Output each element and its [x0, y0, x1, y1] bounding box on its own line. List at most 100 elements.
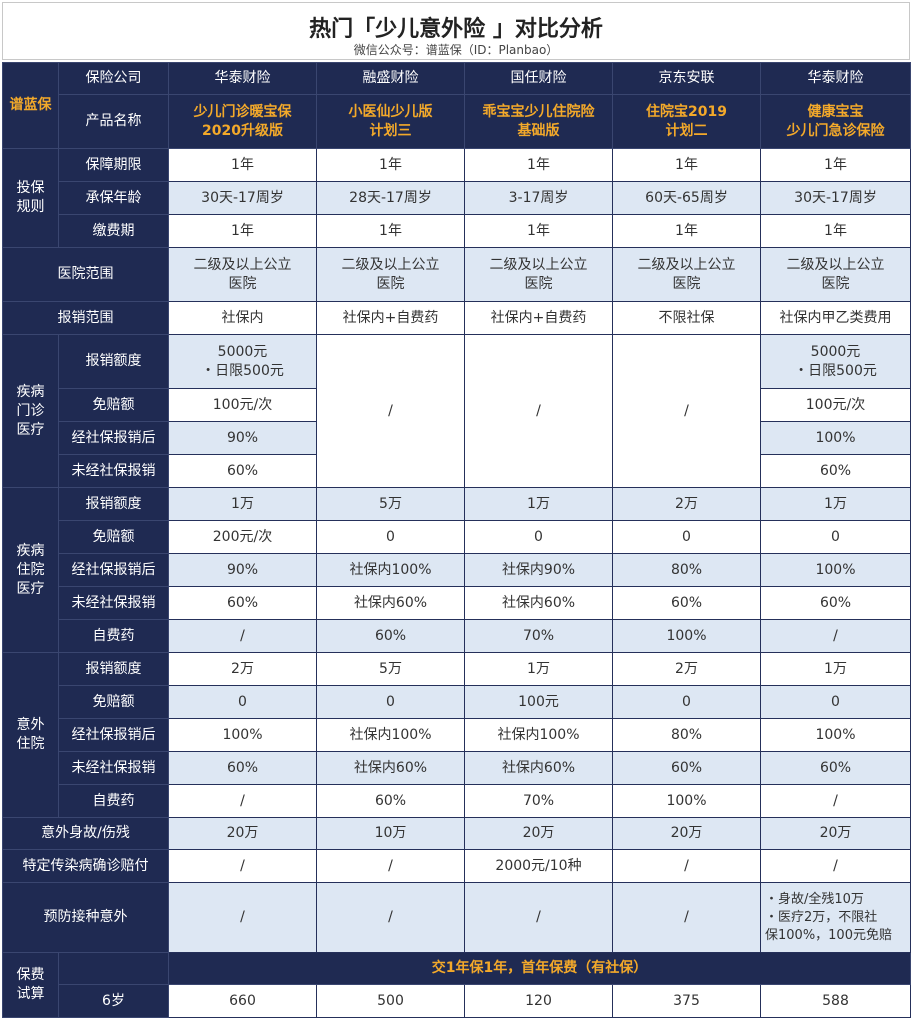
product-name: 小医仙少儿版 计划三 [316, 94, 465, 149]
cell: 2万 [612, 652, 761, 686]
company-name: 华泰财险 [760, 62, 911, 95]
cell: 20万 [464, 817, 613, 850]
cell: 120 [464, 984, 613, 1018]
cell: 5万 [316, 652, 465, 686]
table-row: 自费药 / 60% 70% 100% / [3, 784, 911, 818]
row-label: 经社保报销后 [58, 718, 169, 752]
row-label: 保障期限 [58, 148, 169, 182]
cell: 100元/次 [168, 388, 317, 422]
cell: 1万 [760, 652, 911, 686]
table-row: 经社保报销后 90% 社保内100% 社保内90% 80% 100% [3, 553, 911, 587]
row-label: 未经社保报销 [58, 454, 169, 488]
table-row: 缴费期 1年 1年 1年 1年 1年 [3, 214, 911, 248]
table-row: 特定传染病确诊赔付 / / 2000元/10种 / / [2, 849, 911, 883]
cell: 1年 [168, 148, 317, 182]
cell: 80% [612, 718, 761, 752]
cell: 社保内甲乙类费用 [760, 301, 911, 335]
table-row: 免赔额 100元/次 100元/次 [3, 388, 911, 422]
group-label: 保费试算 [2, 952, 59, 1018]
cell: 70% [464, 619, 613, 653]
row-label: 免赔额 [58, 520, 169, 554]
cell: 0 [316, 520, 465, 554]
cell: 100元 [464, 685, 613, 719]
company-name: 国任财险 [464, 62, 613, 95]
product-label: 产品名称 [58, 94, 169, 149]
cell: / [612, 882, 761, 953]
table-row: 未经社保报销 60% 社保内60% 社保内60% 60% 60% [3, 751, 911, 785]
cell: / [316, 334, 465, 488]
cell: / [612, 334, 761, 488]
product-name: 住院宝2019 计划二 [612, 94, 761, 149]
table-row: 免赔额 200元/次 0 0 0 0 [3, 520, 911, 554]
cell: / [168, 882, 317, 953]
row-label: 报销额度 [58, 334, 169, 389]
cell: 1年 [168, 214, 317, 248]
cell: 1年 [612, 148, 761, 182]
cell: 二级及以上公立 医院 [464, 247, 613, 302]
cell: 30天-17周岁 [760, 181, 911, 215]
page-title: 热门「少儿意外险 」对比分析 [309, 17, 603, 42]
company-label: 保险公司 [58, 62, 169, 95]
cell: 1年 [316, 214, 465, 248]
brand-label: 谱蓝保 [2, 62, 59, 149]
company-name: 京东安联 [612, 62, 761, 95]
cell: 60天-65周岁 [612, 181, 761, 215]
page-subtitle: 微信公众号：谱蓝保（ID：Planbao） [353, 43, 559, 57]
cell: 100% [760, 553, 911, 587]
cell: / [316, 849, 465, 883]
product-name: 健康宝宝 少儿门急诊保险 [760, 94, 911, 149]
cell: 200元/次 [168, 520, 317, 554]
table-row: 自费药 / 60% 70% 100% / [3, 619, 911, 653]
row-label: 特定传染病确诊赔付 [2, 849, 169, 883]
cell: 0 [760, 520, 911, 554]
cell: 0 [168, 685, 317, 719]
premium-banner: 交1年保1年，首年保费（有社保） [168, 952, 911, 985]
cell: 社保内60% [316, 586, 465, 620]
cell: / [316, 882, 465, 953]
cell: 0 [760, 685, 911, 719]
cell: 2万 [612, 487, 761, 521]
cell: 60% [760, 454, 911, 488]
cell: 60% [612, 586, 761, 620]
cell: 20万 [612, 817, 761, 850]
cell: 100% [612, 619, 761, 653]
cell: 0 [612, 520, 761, 554]
cell: 100% [612, 784, 761, 818]
table-row: 意外住院 报销额度 2万 5万 1万 2万 1万 [2, 652, 911, 818]
row-label: 自费药 [58, 619, 169, 653]
cell: 社保内100% [316, 718, 465, 752]
table-row: 免赔额 0 0 100元 0 0 [3, 685, 911, 719]
cell: / [760, 784, 911, 818]
company-row: 谱蓝保 保险公司 华泰财险 融盛财险 国任财险 京东安联 华泰财险 [2, 62, 911, 149]
cell: 社保内60% [464, 751, 613, 785]
product-name: 乖宝宝少儿住院险 基础版 [464, 94, 613, 149]
cell: / [168, 784, 317, 818]
cell: 社保内100% [316, 553, 465, 587]
group-label: 疾病门诊医疗 [2, 334, 59, 488]
cell: 80% [612, 553, 761, 587]
table-row: 报销范围 社保内 社保内+自费药 社保内+自费药 不限社保 社保内甲乙类费用 [2, 301, 911, 335]
cell: 30天-17周岁 [168, 181, 317, 215]
cell: 二级及以上公立 医院 [168, 247, 317, 302]
cell: 60% [760, 751, 911, 785]
row-label: 承保年龄 [58, 181, 169, 215]
table-row: 经社保报销后 90% 100% [3, 421, 911, 455]
cell: 10万 [316, 817, 465, 850]
cell: / [760, 619, 911, 653]
cell: 社保内 [168, 301, 317, 335]
cell: 100% [760, 421, 911, 455]
cell: 1年 [316, 148, 465, 182]
cell: 二级及以上公立 医院 [760, 247, 911, 302]
cell: 0 [464, 520, 613, 554]
cell: 5万 [316, 487, 465, 521]
cell: 5000元 ・日限500元 [168, 334, 317, 389]
cell: / [464, 882, 613, 953]
cell: 1万 [464, 487, 613, 521]
cell: 1年 [760, 148, 911, 182]
table-row: 医院范围 二级及以上公立 医院 二级及以上公立 医院 二级及以上公立 医院 二级及以上… [2, 247, 911, 302]
table-row: 意外身故/伤残 20万 10万 20万 20万 20万 [2, 817, 911, 850]
comparison-table: 谱蓝保 保险公司 华泰财险 融盛财险 国任财险 京东安联 华泰财险 产品名称 少… [2, 62, 911, 1018]
row-label: 未经社保报销 [58, 586, 169, 620]
table-row: 经社保报销后 100% 社保内100% 社保内100% 80% 100% [3, 718, 911, 752]
table-row: 疾病住院医疗 报销额度 1万 5万 1万 2万 1万 [2, 487, 911, 653]
